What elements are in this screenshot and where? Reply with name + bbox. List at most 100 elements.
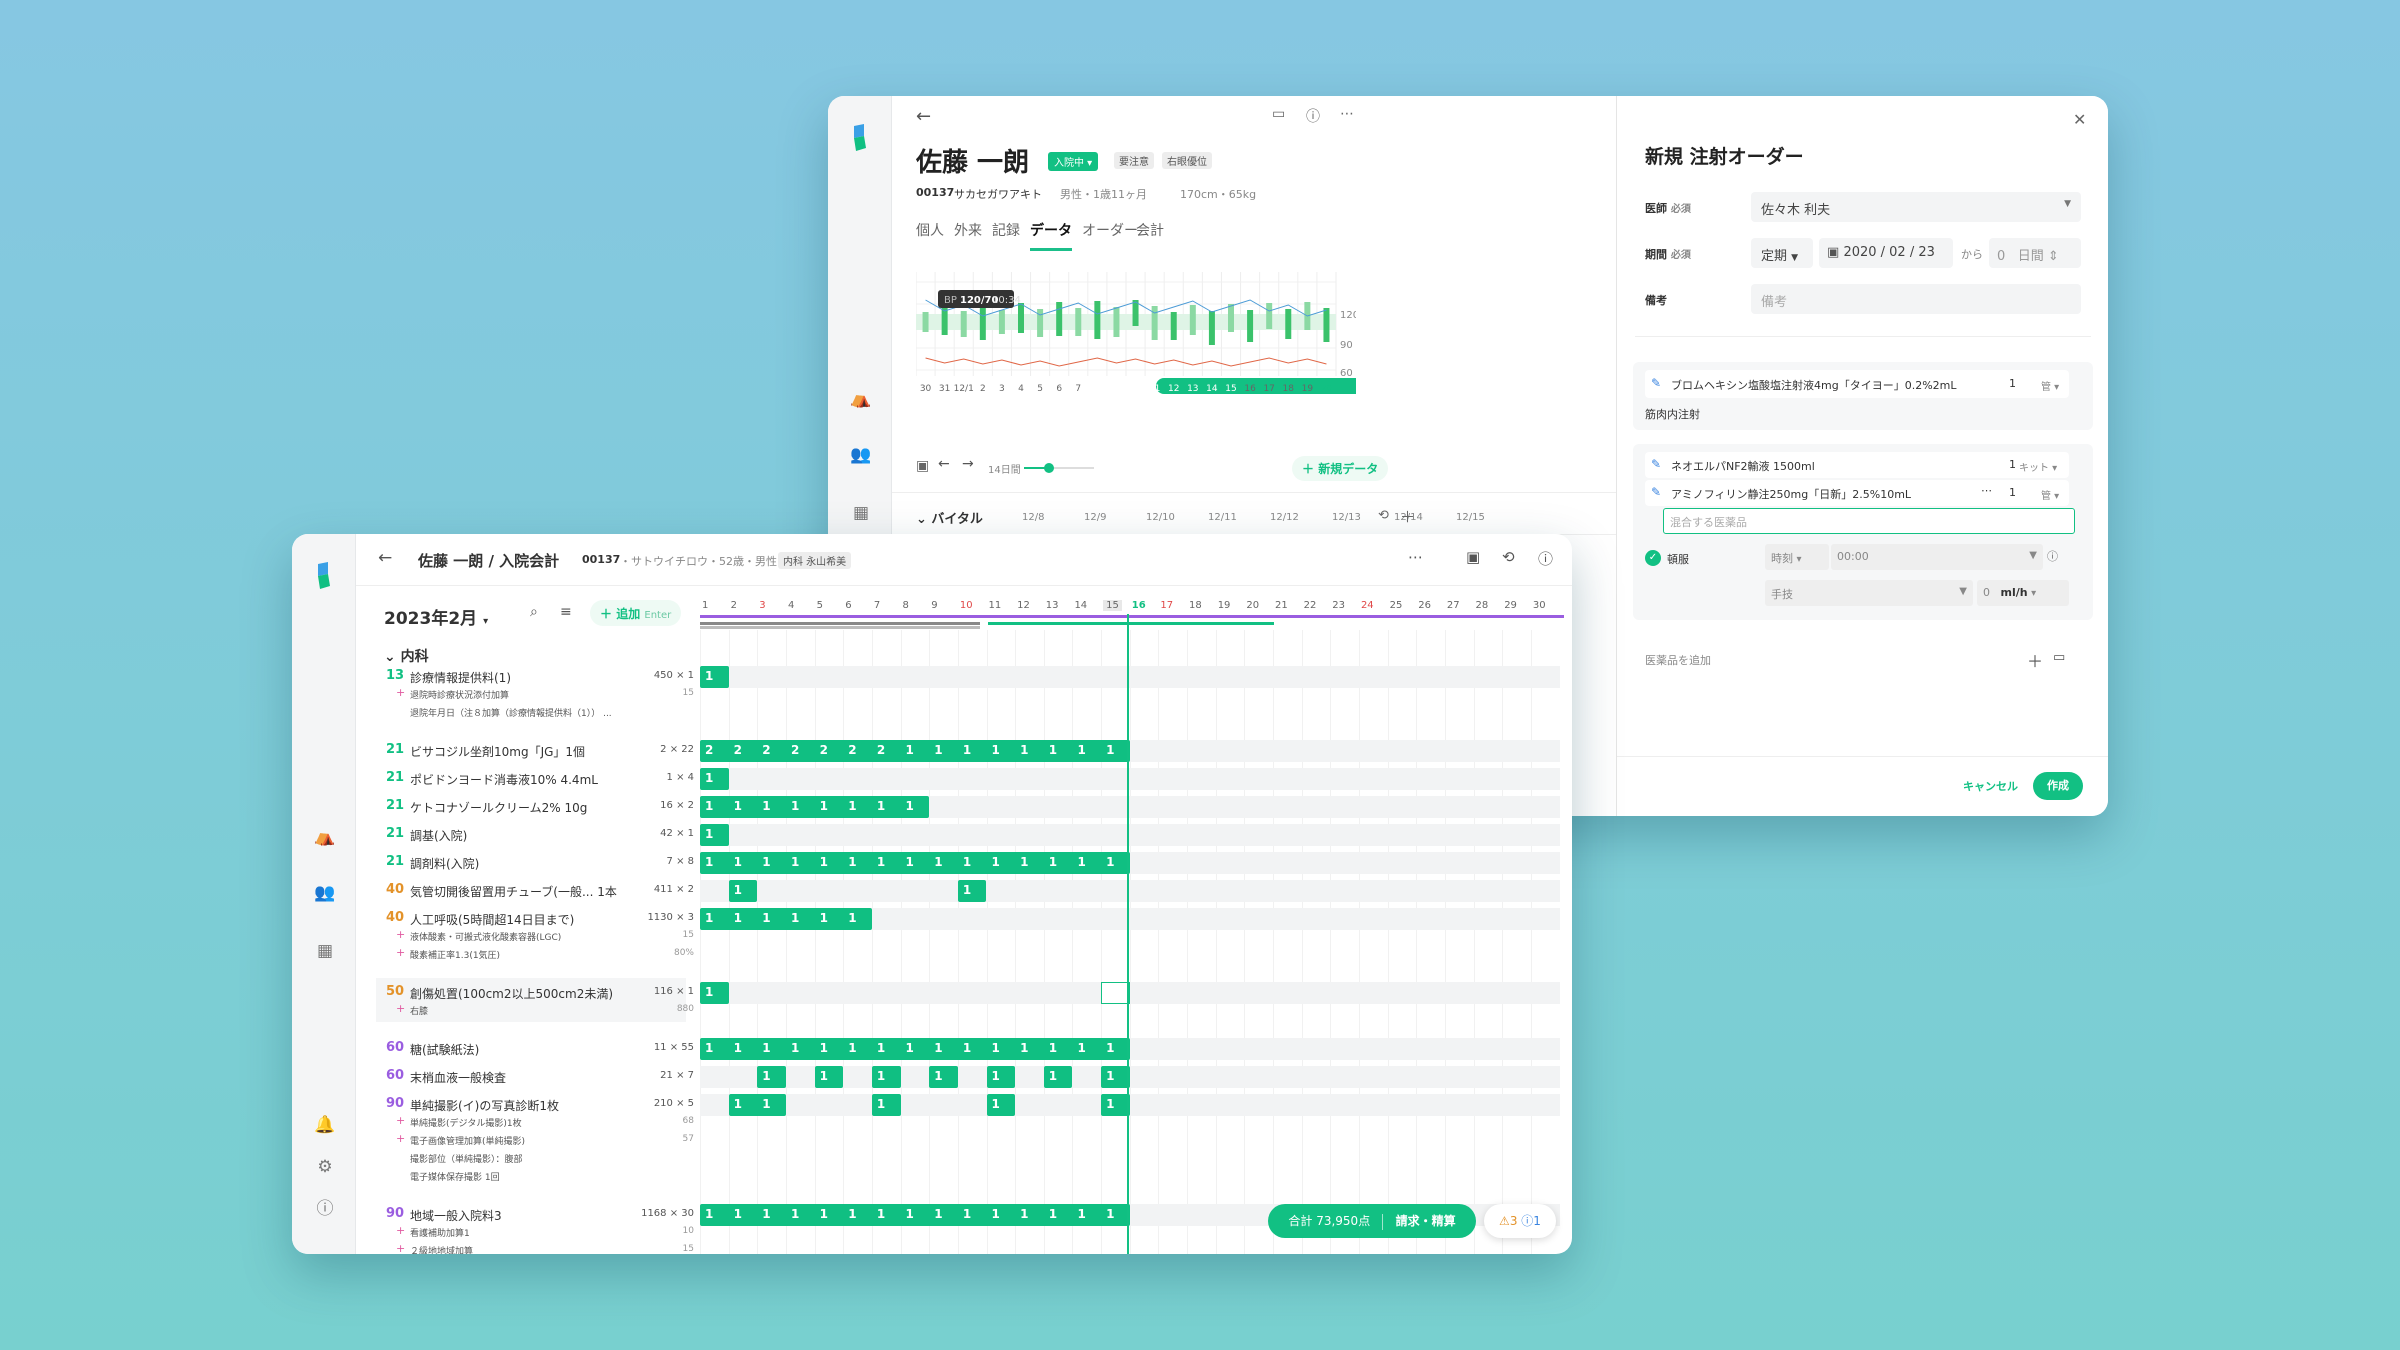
calendar-icon[interactable]: ▣ xyxy=(1466,548,1481,566)
day-cell[interactable]: 1 xyxy=(871,1066,901,1088)
x-day-label[interactable]: 14 xyxy=(1206,384,1218,394)
time-input[interactable]: 00:00 ▼ xyxy=(1831,544,2043,570)
chart-icon[interactable]: ▦ xyxy=(852,503,870,523)
day-cell[interactable]: 1 xyxy=(1043,1066,1073,1088)
add-drug-label[interactable]: 医薬品を追加 xyxy=(1645,654,1711,667)
tab-personal[interactable]: 個人 xyxy=(916,223,944,239)
item-timeline[interactable]: 1 xyxy=(700,982,1560,1004)
new-data-button[interactable]: ＋ 新規データ xyxy=(1292,456,1389,481)
drug-row-3[interactable]: ✎ アミノフィリン静注250mg「日新」2.5%10mL ⋯ 1 管 ▾ xyxy=(1645,480,2069,506)
info-icon[interactable]: ⓘ xyxy=(2047,550,2058,563)
day-cell[interactable]: 1 xyxy=(929,1066,958,1088)
item-name[interactable]: ビサコジル坐剤10mg「JG」1個 xyxy=(410,745,586,759)
day-label[interactable]: 17 xyxy=(1160,600,1174,611)
drug-row-2[interactable]: ✎ ネオエルパNF2輸液 1500ml 1 キット ▾ xyxy=(1645,452,2069,478)
folder-icon[interactable]: ▭ xyxy=(2053,650,2066,665)
month-select[interactable]: 2023年2月 ▾ xyxy=(384,609,489,629)
x-day-label[interactable]: 11 xyxy=(1149,384,1160,394)
day-label[interactable]: 24 xyxy=(1360,600,1374,611)
day-label[interactable]: 1 xyxy=(702,600,709,611)
users-icon[interactable]: 👥 xyxy=(850,445,872,465)
day-label[interactable]: 26 xyxy=(1418,600,1431,611)
history-icon[interactable]: ⟲ xyxy=(1378,508,1389,523)
day-label[interactable]: 23 xyxy=(1332,600,1346,611)
day-label[interactable]: 11 xyxy=(988,600,1002,611)
more-icon[interactable]: ⋯ xyxy=(1408,548,1423,566)
item-timeline[interactable]: 1 xyxy=(700,666,1560,688)
more-icon[interactable]: ⋯ xyxy=(1340,106,1354,122)
time-type-select[interactable]: 時刻 ▾ xyxy=(1765,544,1829,570)
selected-range[interactable] xyxy=(1156,378,1356,394)
item-name[interactable]: 気管切開後留置用チューブ(一般... 1本 xyxy=(410,885,617,899)
day-label[interactable]: 21 xyxy=(1275,600,1288,611)
prev-icon[interactable]: ← xyxy=(938,456,950,472)
x-day-label[interactable]: 3 xyxy=(999,384,1005,394)
status-badge[interactable]: 入院中 ▾ xyxy=(1048,152,1099,171)
add-icon[interactable]: ＋ xyxy=(2027,652,2044,671)
day-cell[interactable]: 1 xyxy=(986,1094,1016,1116)
drug-row-1[interactable]: ✎ ブロムヘキシン塩酸塩注射液4mg「タイヨー」0.2%2mL 1 管 ▾ xyxy=(1645,370,2069,398)
next-icon[interactable]: → xyxy=(962,456,974,472)
item-name[interactable]: 調基(入院) xyxy=(410,829,468,843)
alerts-pill[interactable]: ⚠3 ⓘ1 xyxy=(1484,1204,1556,1238)
x-day-label[interactable]: 9 xyxy=(1114,384,1120,394)
more-icon[interactable]: ⋯ xyxy=(1981,484,1992,497)
tab-orders[interactable]: オーダー xyxy=(1082,223,1138,239)
range-slider[interactable] xyxy=(1024,463,1094,473)
filter-icon[interactable]: ≡ xyxy=(560,604,572,620)
day-cell[interactable]: 1 xyxy=(957,880,987,902)
day-label[interactable]: 28 xyxy=(1475,600,1489,611)
drug-qty[interactable]: 1 xyxy=(2009,486,2016,499)
x-day-label[interactable]: 30 xyxy=(920,384,932,394)
vital-section[interactable]: ⌄ バイタル xyxy=(916,512,983,527)
item-name[interactable]: 単純撮影(イ)の写真診断1枚 xyxy=(410,1099,559,1113)
selected-cell[interactable] xyxy=(1101,982,1130,1004)
card-icon[interactable]: ▭ xyxy=(1272,106,1286,122)
day-label[interactable]: 12 xyxy=(1017,600,1030,611)
tab-billing[interactable]: 会計 xyxy=(1136,223,1164,239)
tab-data[interactable]: データ xyxy=(1030,220,1072,251)
drug-qty[interactable]: 1 xyxy=(2009,377,2016,390)
item-name[interactable]: 末梢血液一般検査 xyxy=(410,1071,507,1085)
day-cell[interactable]: 1 xyxy=(700,824,729,846)
route-label[interactable]: 筋肉内注射 xyxy=(1645,408,1700,421)
item-name[interactable]: 糖(試験紙法) xyxy=(410,1043,480,1057)
item-name[interactable]: 診療情報提供料(1) xyxy=(410,671,511,685)
item-timeline[interactable]: 1 xyxy=(700,768,1560,790)
chart-icon[interactable]: ▦ xyxy=(316,941,334,961)
bell-icon[interactable]: 🔔 xyxy=(314,1115,336,1135)
item-timeline[interactable]: 1 1 1 1 1 1 1 xyxy=(700,1066,1560,1088)
item-name[interactable]: ケトコナゾールクリーム2% 10g xyxy=(410,801,588,815)
day-cell[interactable]: 1 xyxy=(1101,1066,1130,1088)
day-label[interactable]: 29 xyxy=(1504,600,1517,611)
x-day-label[interactable]: 17 xyxy=(1263,384,1274,394)
total-bar[interactable]: 合計 73,950点 請求・精算 xyxy=(1268,1204,1476,1238)
x-day-label[interactable]: 13 xyxy=(1187,384,1198,394)
x-day-label[interactable]: 10 xyxy=(1130,384,1142,394)
back-icon[interactable]: ← xyxy=(916,106,932,127)
add-button[interactable]: ＋ 追加 Enter xyxy=(590,600,682,626)
info-icon[interactable]: ⓘ xyxy=(1306,109,1320,125)
edit-icon[interactable]: ✎ xyxy=(1651,485,1662,499)
doctor-select[interactable]: 佐々木 利夫 ▼ xyxy=(1751,192,2081,222)
x-day-label[interactable]: 16 xyxy=(1244,384,1256,394)
day-label[interactable]: 6 xyxy=(845,600,852,611)
edit-icon[interactable]: ✎ xyxy=(1651,457,1662,471)
day-label[interactable]: 7 xyxy=(873,600,881,611)
tab-outpatient[interactable]: 外来 xyxy=(954,223,982,239)
day-label[interactable]: 14 xyxy=(1074,600,1088,611)
day-label[interactable]: 18 xyxy=(1189,600,1202,611)
day-cell[interactable]: 1 xyxy=(700,666,729,688)
day-cell[interactable]: 1 xyxy=(814,1066,844,1088)
day-label[interactable]: 19 xyxy=(1217,600,1231,611)
x-day-label[interactable]: 18 xyxy=(1283,384,1295,394)
day-cell[interactable]: 1 xyxy=(757,1066,786,1088)
